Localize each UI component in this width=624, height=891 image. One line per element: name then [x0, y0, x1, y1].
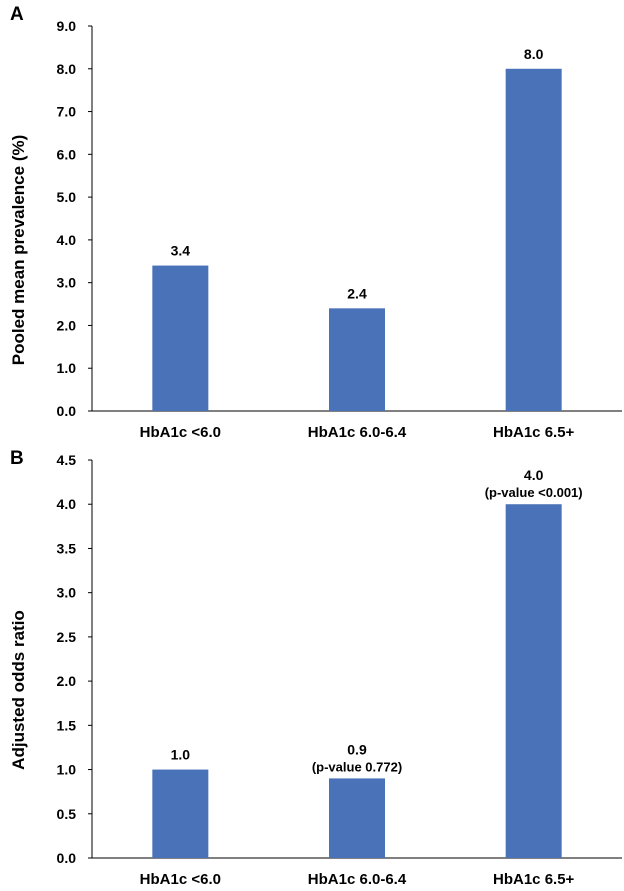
panel-b-y-tick-label: 4.0 — [57, 496, 77, 512]
panel-a-bars — [152, 68, 562, 412]
panel-a-y-tick-label: 5.0 — [57, 189, 77, 205]
panel-a-y-tick-label: 8.0 — [57, 61, 77, 77]
panel-a-y-tick-label: 9.0 — [57, 18, 77, 34]
panel-b-y-tick-label: 3.5 — [57, 540, 77, 556]
panel-a-data-label: 3.4 — [171, 243, 191, 259]
panel-b-y-tick-label: 4.5 — [57, 452, 77, 468]
panel-a-category-label: HbA1c 6.5+ — [493, 424, 575, 441]
panel-b-category-label: HbA1c 6.5+ — [493, 871, 575, 888]
panel-a-chart: A Pooled mean prevalence (%) 0.0 1.0 2.0 3.… — [9, 4, 622, 441]
panel-b-y-tick-label: 0.0 — [57, 850, 77, 866]
panel-b-y-tick-label: 1.0 — [57, 762, 77, 778]
panel-a-y-tick-label: 4.0 — [57, 232, 77, 248]
panel-a-y-axis-title: Pooled mean prevalence (%) — [9, 135, 28, 366]
panel-b-y-tick-label: 2.0 — [57, 673, 77, 689]
panel-a-category-label: HbA1c 6.0-6.4 — [308, 424, 407, 441]
panel-b-category-label: HbA1c 6.0-6.4 — [308, 871, 407, 888]
panel-a-y-tick-label: 7.0 — [57, 104, 77, 120]
panel-b-y-tick-label: 3.0 — [57, 585, 77, 601]
panel-b-x-ticks: HbA1c <6.0 HbA1c 6.0-6.4 HbA1c 6.5+ — [140, 871, 575, 888]
panel-a-y-tick-label: 3.0 — [57, 275, 77, 291]
panel-a-label: A — [10, 4, 24, 25]
panel-a-y-tick-label: 0.0 — [57, 403, 77, 419]
panel-a-category-label: HbA1c <6.0 — [140, 424, 221, 441]
panel-b-data-label: 4.0 — [524, 467, 544, 483]
panel-b-data-label: 1.0 — [171, 747, 191, 763]
panel-b-bar — [152, 769, 209, 858]
panel-b-p-value-label: (p-value 0.772) — [312, 759, 402, 774]
panel-b-category-label: HbA1c <6.0 — [140, 871, 221, 888]
panel-a-data-label: 8.0 — [524, 46, 544, 62]
panel-b-bars — [152, 504, 562, 858]
panel-b-y-tick-label: 1.5 — [57, 717, 77, 733]
panel-b-label: B — [10, 448, 24, 469]
panel-b-bar — [505, 504, 562, 858]
panel-a-bar — [505, 68, 562, 412]
panel-a-data-label: 2.4 — [347, 285, 367, 301]
panel-b-y-tick-label: 0.5 — [57, 806, 77, 822]
panel-a-y-tick-label: 1.0 — [57, 360, 77, 376]
panel-a-bar — [329, 308, 385, 411]
panel-b-bar — [329, 778, 385, 858]
panel-a-y-ticks: 0.0 1.0 2.0 3.0 4.0 5.0 6.0 7.0 8.0 9.0 — [57, 18, 92, 419]
panel-a-y-tick-label: 6.0 — [57, 146, 77, 162]
panel-a-bar — [152, 265, 209, 411]
panel-b-data-label: 0.9 — [347, 741, 367, 757]
panel-b-y-tick-label: 2.5 — [57, 629, 77, 645]
panel-a-y-tick-label: 2.0 — [57, 317, 77, 333]
panel-b-p-value-label: (p-value <0.001) — [485, 485, 583, 500]
panel-b-chart: B Adjusted odds ratio 0.0 0.5 1.0 1.5 2.0 2.5… — [9, 448, 622, 888]
panel-b-data-labels: 1.0 0.9 (p-value 0.772) 4.0 (p-value <0.001) — [171, 467, 583, 774]
panel-a-data-labels: 3.4 2.4 8.0 — [171, 46, 544, 302]
panel-a-x-ticks: HbA1c <6.0 HbA1c 6.0-6.4 HbA1c 6.5+ — [140, 424, 575, 441]
panel-b-y-ticks: 0.0 0.5 1.0 1.5 2.0 2.5 3.0 3.5 4.0 4.5 — [57, 452, 92, 866]
panel-b-y-axis-title: Adjusted odds ratio — [9, 610, 28, 770]
